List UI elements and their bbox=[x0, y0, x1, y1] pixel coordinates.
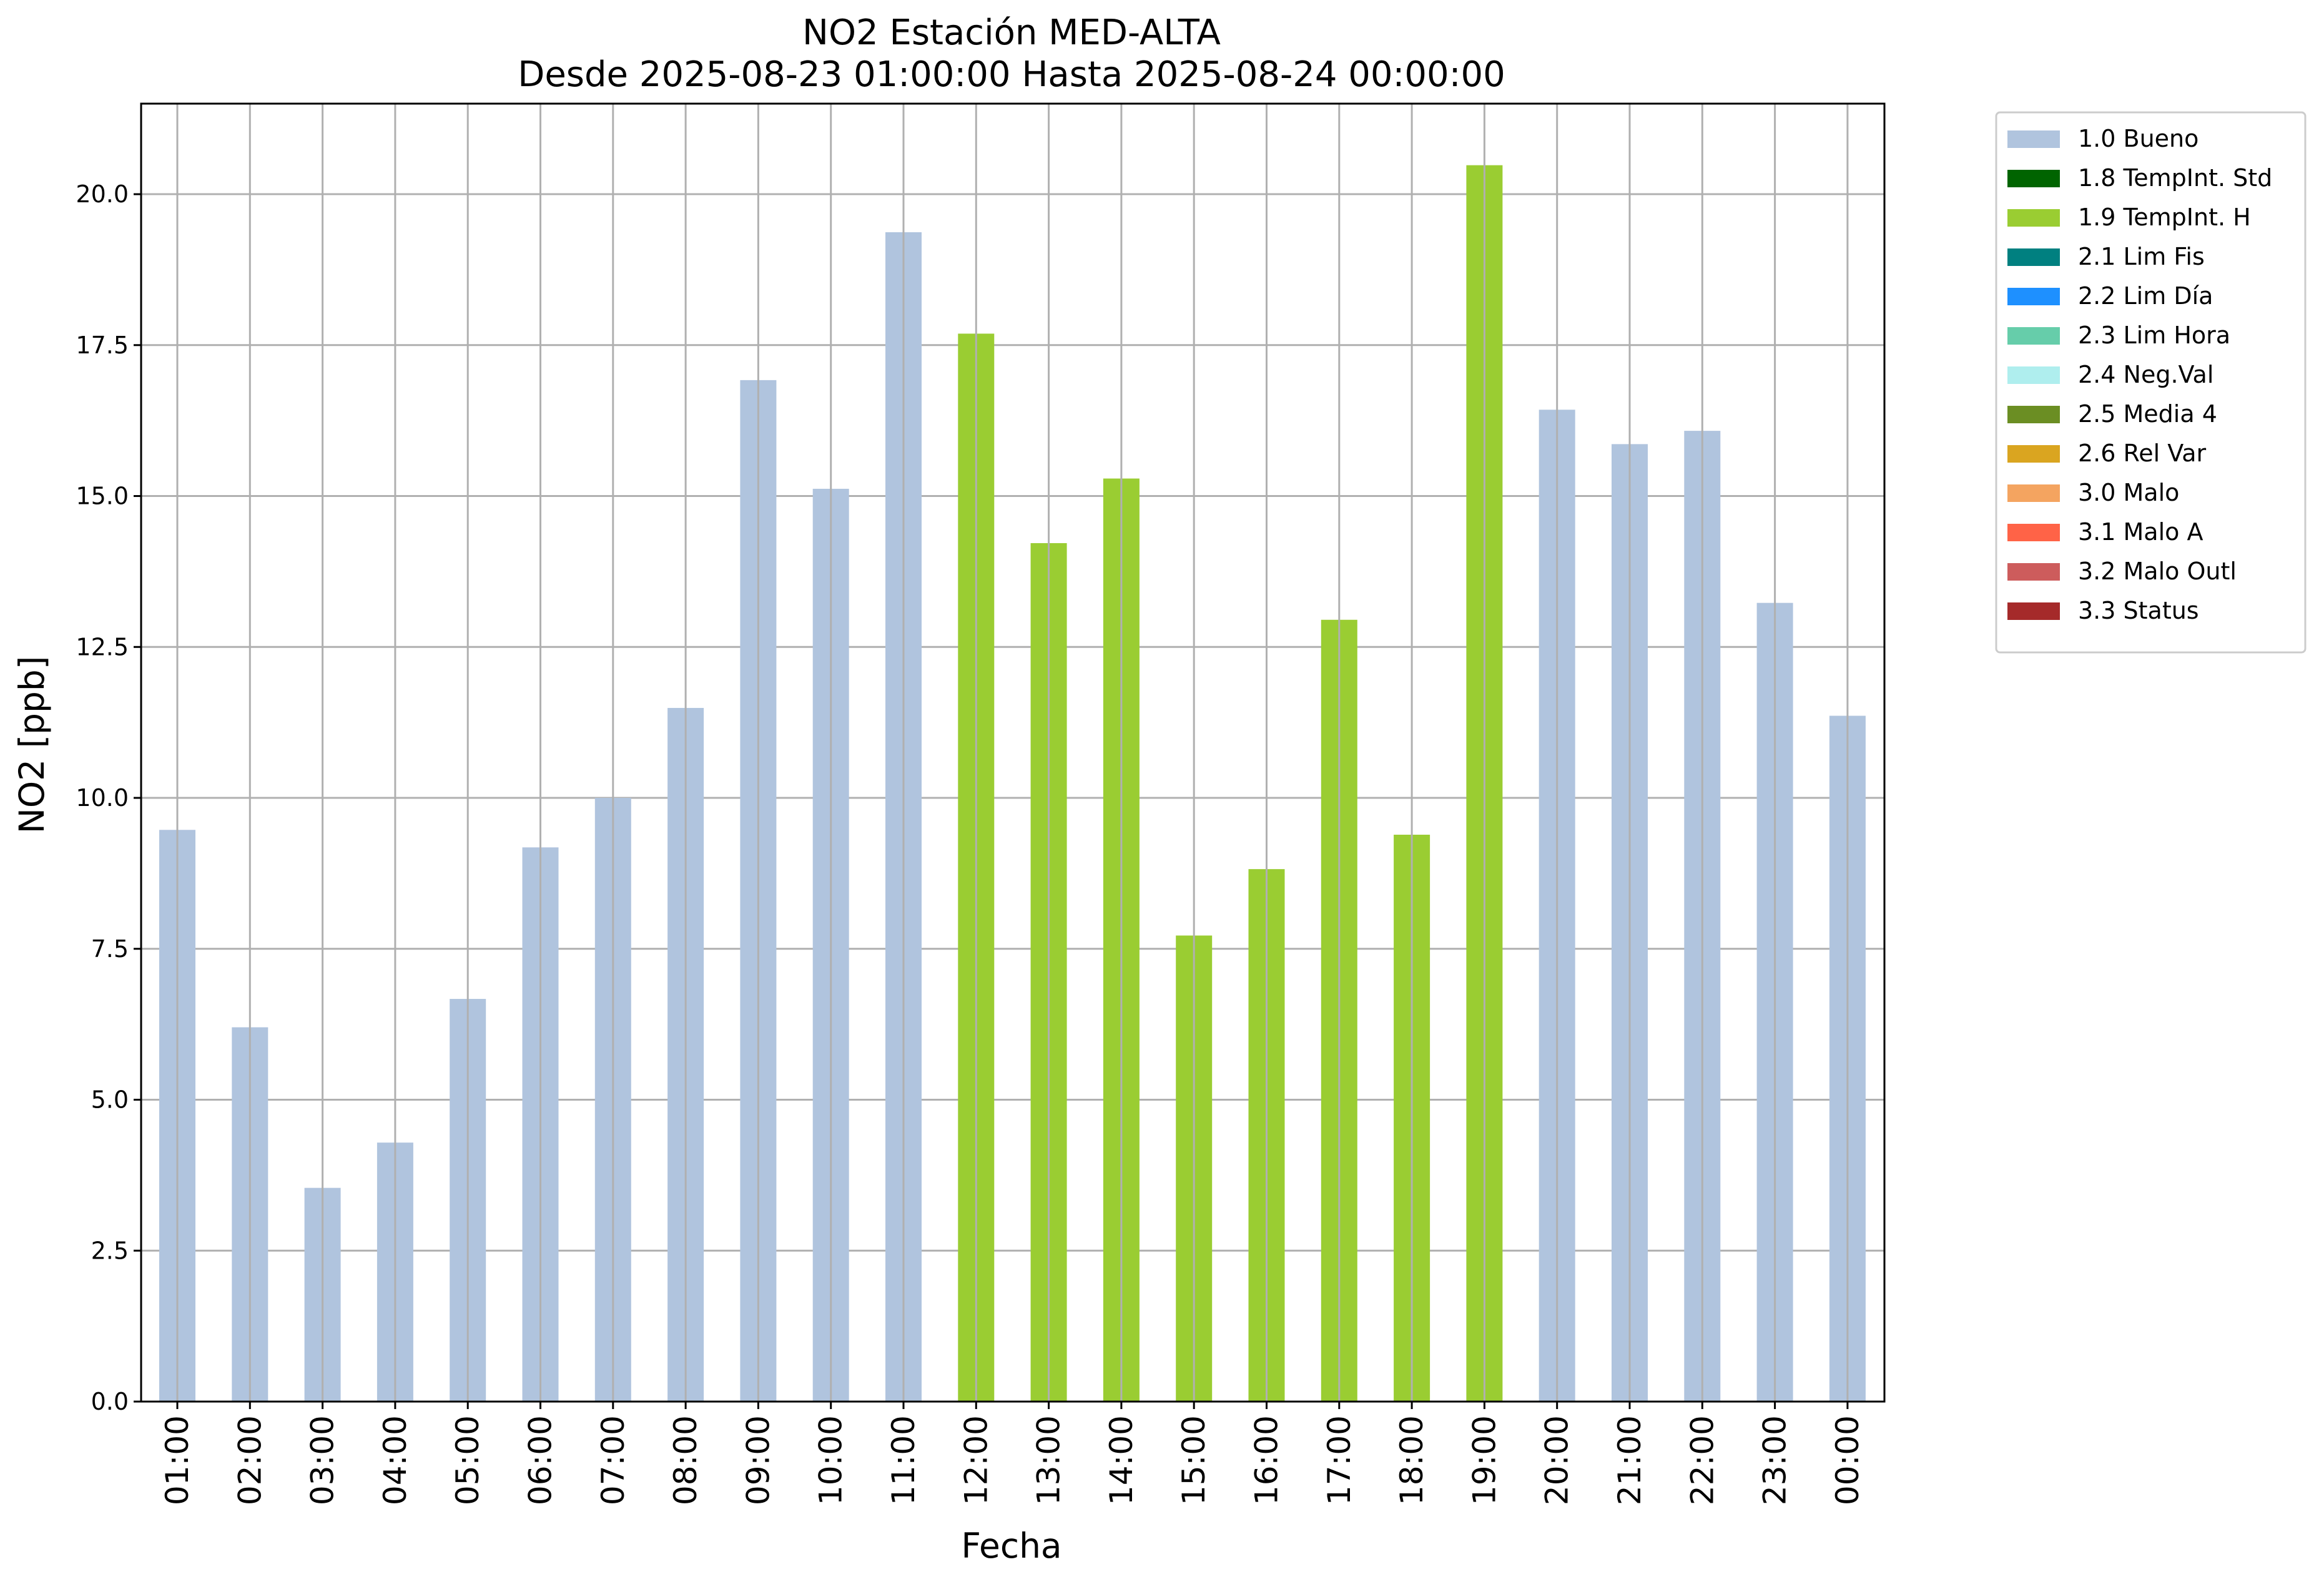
x-tick-label: 00:00 bbox=[1829, 1415, 1866, 1505]
legend-label: 2.1 Lim Fis bbox=[2078, 243, 2205, 270]
plot-area-frame bbox=[140, 102, 1886, 1403]
y-tick-label: 10.0 bbox=[76, 784, 129, 812]
legend-swatch bbox=[2007, 406, 2060, 423]
legend-swatch bbox=[2007, 288, 2060, 305]
x-tick-label: 17:00 bbox=[1321, 1415, 1357, 1505]
y-tick-label: 15.0 bbox=[76, 483, 129, 510]
legend-swatch bbox=[2007, 563, 2060, 581]
y-tick-label: 20.0 bbox=[76, 180, 129, 208]
x-tick-label: 03:00 bbox=[305, 1415, 341, 1505]
x-tick-label: 19:00 bbox=[1466, 1415, 1502, 1505]
x-tick-label: 20:00 bbox=[1539, 1415, 1575, 1505]
x-tick-label: 01:00 bbox=[159, 1415, 195, 1505]
legend-label: 1.8 TempInt. Std bbox=[2078, 164, 2272, 192]
x-tick-label: 02:00 bbox=[232, 1415, 268, 1505]
legend-label: 3.0 Malo bbox=[2078, 479, 2179, 506]
y-tick-label: 5.0 bbox=[91, 1086, 129, 1114]
y-axis-label: NO2 [ppb] bbox=[12, 656, 52, 834]
legend-swatch bbox=[2007, 327, 2060, 345]
legend-label: 1.0 Bueno bbox=[2078, 125, 2198, 152]
x-tick-label: 11:00 bbox=[885, 1415, 922, 1505]
legend-swatch bbox=[2007, 209, 2060, 227]
x-tick-label: 21:00 bbox=[1612, 1415, 1648, 1505]
chart-title: NO2 Estación MED-ALTA bbox=[802, 12, 1221, 53]
x-axis-ticks: 01:00 02:00 03:00 04:00 05:00 06:00 07:00 08:00… bbox=[159, 1402, 1866, 1505]
legend: 1.0 Bueno 1.8 TempInt. Std 1.9 TempInt. H 2… bbox=[1995, 111, 2307, 654]
x-tick-label: 23:00 bbox=[1757, 1415, 1793, 1505]
legend-swatch bbox=[2007, 248, 2060, 266]
x-tick-label: 06:00 bbox=[523, 1415, 559, 1505]
y-tick-label: 17.5 bbox=[76, 332, 129, 359]
legend-label: 2.6 Rel Var bbox=[2078, 440, 2207, 467]
legend-swatch bbox=[2007, 602, 2060, 620]
bars bbox=[159, 165, 1866, 1402]
x-tick-label: 05:00 bbox=[450, 1415, 486, 1505]
legend-swatch bbox=[2007, 130, 2060, 148]
y-tick-label: 2.5 bbox=[91, 1237, 129, 1264]
x-tick-label: 15:00 bbox=[1176, 1415, 1212, 1505]
legend-label: 3.1 Malo A bbox=[2078, 518, 2203, 546]
y-axis-ticks: 0.0 2.5 5.0 7.5 10.0 12.5 15.0 17.5 20.0 bbox=[76, 180, 141, 1415]
legend-swatch bbox=[2007, 524, 2060, 541]
x-tick-label: 04:00 bbox=[377, 1415, 413, 1505]
x-tick-label: 09:00 bbox=[740, 1415, 776, 1505]
x-tick-label: 07:00 bbox=[595, 1415, 631, 1505]
x-tick-label: 14:00 bbox=[1103, 1415, 1140, 1505]
x-axis-label: Fecha bbox=[961, 1526, 1061, 1566]
x-tick-label: 18:00 bbox=[1394, 1415, 1430, 1505]
legend-label: 2.3 Lim Hora bbox=[2078, 322, 2230, 349]
legend-swatch bbox=[2007, 445, 2060, 463]
x-tick-label: 10:00 bbox=[813, 1415, 849, 1505]
legend-swatch bbox=[2007, 366, 2060, 384]
chart-subtitle: Desde 2025-08-23 01:00:00 Hasta 2025-08-… bbox=[518, 54, 1505, 95]
legend-label: 3.3 Status bbox=[2078, 597, 2199, 624]
x-tick-label: 13:00 bbox=[1031, 1415, 1067, 1505]
x-tick-label: 22:00 bbox=[1684, 1415, 1720, 1505]
legend-swatch bbox=[2007, 484, 2060, 502]
x-tick-label: 08:00 bbox=[667, 1415, 704, 1505]
legend-box bbox=[1995, 111, 2307, 654]
legend-label: 3.2 Malo Outl bbox=[2078, 558, 2237, 585]
legend-label: 2.2 Lim Día bbox=[2078, 282, 2213, 310]
vertical-grid-lines bbox=[176, 104, 1849, 1402]
legend-label: 2.5 Media 4 bbox=[2078, 400, 2217, 428]
legend-label: 2.4 Neg.Val bbox=[2078, 361, 2213, 388]
y-tick-label: 0.0 bbox=[91, 1388, 129, 1415]
x-tick-label: 12:00 bbox=[958, 1415, 994, 1505]
grid-lines bbox=[141, 193, 1884, 1403]
legend-label: 1.9 TempInt. H bbox=[2078, 204, 2251, 231]
y-tick-label: 7.5 bbox=[91, 935, 129, 963]
legend-swatch bbox=[2007, 170, 2060, 187]
y-tick-label: 12.5 bbox=[76, 633, 129, 661]
x-tick-label: 16:00 bbox=[1249, 1415, 1285, 1505]
